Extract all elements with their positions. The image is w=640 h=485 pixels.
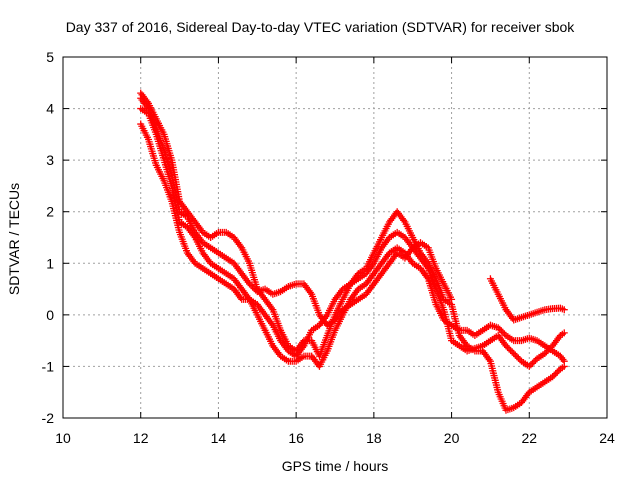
y-tick-label: -2: [42, 410, 55, 426]
y-tick-label: 2: [46, 204, 54, 220]
y-axis-label: SDTVAR / TECUs: [6, 183, 22, 295]
x-tick-label: 24: [599, 430, 615, 446]
data-point-interp: [527, 361, 535, 369]
x-tick-label: 10: [55, 430, 71, 446]
data-point: [560, 306, 568, 314]
data-point-interp: [505, 345, 513, 353]
series-track-b: [137, 105, 568, 370]
y-tick-label: 5: [46, 49, 54, 65]
data-point-interp: [250, 285, 258, 293]
data-point: [541, 350, 549, 358]
data-point-interp: [553, 368, 561, 376]
x-tick-label: 16: [288, 430, 304, 446]
data-point-interp: [528, 359, 536, 367]
data-point: [448, 295, 456, 303]
plot-frame: [62, 56, 608, 419]
data-point: [560, 357, 568, 365]
x-axis-label: GPS time / hours: [282, 458, 389, 474]
data-point-interp: [497, 327, 505, 335]
x-tick-label: 20: [444, 430, 460, 446]
data-point-interp: [508, 348, 516, 356]
y-tick-label: -1: [42, 358, 55, 374]
data-point-interp: [504, 343, 512, 351]
y-tick-label: 0: [46, 307, 54, 323]
data-point-interp: [550, 371, 558, 379]
data-point-interp: [513, 353, 521, 361]
series-track-c: [137, 120, 568, 370]
data-point: [510, 350, 518, 358]
series-track-d: [137, 94, 568, 329]
x-tick-label: 18: [366, 430, 382, 446]
data-point-interp: [552, 370, 560, 378]
data-point-interp: [530, 358, 538, 366]
chart-title: Day 337 of 2016, Sidereal Day-to-day VTE…: [66, 19, 576, 35]
y-tick-label: 3: [46, 152, 54, 168]
data-point-interp: [514, 354, 522, 362]
data-point: [502, 342, 510, 350]
data-point: [246, 280, 254, 288]
data-point-interp: [511, 351, 519, 359]
data-points: [137, 89, 568, 414]
y-tick-label: 4: [46, 101, 54, 117]
data-point: [525, 362, 533, 370]
data-point: [560, 329, 568, 337]
data-point-interp: [249, 283, 257, 291]
data-point: [494, 324, 502, 332]
data-point-interp: [499, 328, 507, 336]
y-tick-label: 1: [46, 255, 54, 271]
data-point-interp: [247, 281, 255, 289]
x-tick-label: 22: [521, 430, 537, 446]
data-point-interp: [496, 325, 504, 333]
x-tick-label: 14: [211, 430, 227, 446]
data-point: [549, 373, 557, 381]
data-point-interp: [507, 346, 515, 354]
x-tick-label: 12: [133, 430, 149, 446]
